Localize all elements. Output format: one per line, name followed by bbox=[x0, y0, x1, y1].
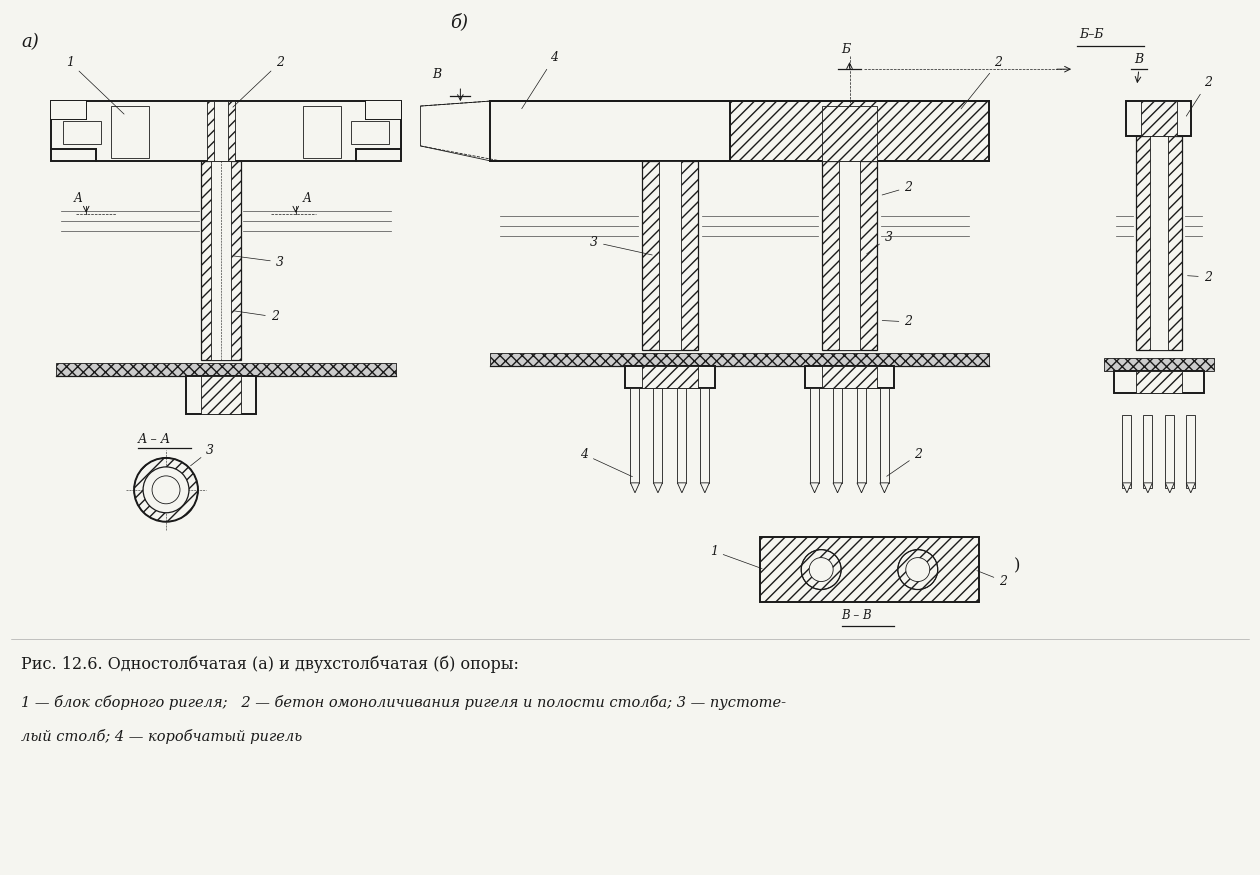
Bar bbox=[625, 367, 714, 388]
Bar bbox=[350, 121, 388, 144]
Bar bbox=[1104, 358, 1213, 371]
Bar bbox=[833, 388, 842, 483]
Bar bbox=[730, 102, 989, 161]
Bar bbox=[365, 102, 401, 119]
Text: 2: 2 bbox=[882, 315, 912, 328]
Polygon shape bbox=[678, 483, 687, 493]
Text: 2: 2 bbox=[961, 56, 1002, 108]
Circle shape bbox=[134, 458, 198, 522]
Text: 2: 2 bbox=[233, 311, 278, 324]
Text: лый столб; 4 — коробчатый ригель: лый столб; 4 — коробчатый ригель bbox=[21, 729, 302, 744]
Polygon shape bbox=[1186, 483, 1196, 493]
Polygon shape bbox=[1166, 483, 1174, 493]
Bar bbox=[57, 363, 396, 376]
Polygon shape bbox=[1143, 483, 1153, 493]
Bar bbox=[701, 388, 709, 483]
Bar bbox=[879, 388, 888, 483]
Polygon shape bbox=[630, 483, 640, 493]
Bar bbox=[1114, 371, 1203, 393]
Bar bbox=[1186, 415, 1196, 488]
Circle shape bbox=[152, 476, 180, 504]
Text: 2: 2 bbox=[887, 448, 922, 476]
Bar bbox=[810, 388, 819, 483]
Bar bbox=[1123, 415, 1131, 488]
Text: б): б) bbox=[450, 13, 469, 31]
Text: В: В bbox=[432, 68, 441, 81]
Bar bbox=[1135, 371, 1182, 393]
Bar bbox=[111, 106, 149, 158]
Text: А: А bbox=[73, 192, 82, 205]
Bar bbox=[659, 161, 680, 350]
Polygon shape bbox=[810, 483, 819, 493]
Bar bbox=[857, 388, 866, 483]
Circle shape bbox=[809, 557, 833, 582]
Bar bbox=[805, 367, 895, 388]
Bar bbox=[302, 106, 340, 158]
Bar bbox=[822, 106, 877, 161]
Polygon shape bbox=[654, 483, 663, 493]
Bar bbox=[200, 376, 241, 414]
Text: 2: 2 bbox=[976, 570, 1007, 587]
Polygon shape bbox=[1123, 483, 1131, 493]
Text: Б: Б bbox=[842, 43, 851, 56]
Bar bbox=[654, 388, 663, 483]
Bar bbox=[63, 121, 101, 144]
Text: В – В: В – В bbox=[842, 609, 872, 622]
Bar bbox=[643, 161, 698, 350]
Text: А: А bbox=[302, 192, 311, 205]
Text: 1: 1 bbox=[67, 56, 123, 114]
Text: А – А: А – А bbox=[139, 433, 171, 446]
Bar bbox=[210, 161, 231, 360]
Bar bbox=[200, 161, 241, 360]
Bar bbox=[1140, 102, 1177, 136]
Text: 3: 3 bbox=[867, 231, 892, 254]
Bar bbox=[1150, 136, 1168, 350]
Bar bbox=[678, 388, 687, 483]
Text: 2: 2 bbox=[1186, 76, 1212, 116]
Bar bbox=[52, 102, 86, 119]
Bar bbox=[207, 102, 234, 161]
Circle shape bbox=[144, 467, 189, 513]
Text: В: В bbox=[1134, 53, 1143, 66]
Text: Рис. 12.6. Одностолбчатая (а) и двухстолбчатая (б) опоры:: Рис. 12.6. Одностолбчатая (а) и двухстол… bbox=[21, 655, 519, 673]
Bar bbox=[186, 376, 256, 414]
Text: 1 — блок сборного ригеля;   2 — бетон омоноличивания ригеля и полости столба; 3 : 1 — блок сборного ригеля; 2 — бетон омон… bbox=[21, 695, 786, 710]
Text: Б–Б: Б–Б bbox=[1079, 28, 1104, 41]
Polygon shape bbox=[833, 483, 842, 493]
Text: 4: 4 bbox=[580, 448, 633, 477]
Bar bbox=[822, 161, 877, 350]
Text: 3: 3 bbox=[590, 235, 653, 255]
Bar bbox=[52, 102, 121, 149]
Text: ): ) bbox=[1014, 557, 1021, 575]
Text: 2: 2 bbox=[1187, 270, 1212, 284]
Text: 4: 4 bbox=[522, 52, 558, 108]
Bar bbox=[760, 537, 979, 602]
Bar bbox=[839, 161, 861, 350]
Bar bbox=[1126, 102, 1191, 136]
Polygon shape bbox=[421, 102, 490, 161]
Text: 2: 2 bbox=[233, 56, 284, 107]
Polygon shape bbox=[857, 483, 866, 493]
Polygon shape bbox=[701, 483, 709, 493]
Bar bbox=[643, 367, 698, 388]
Bar bbox=[330, 102, 401, 149]
Bar bbox=[1166, 415, 1174, 488]
Text: 3: 3 bbox=[233, 255, 284, 269]
Circle shape bbox=[898, 550, 937, 590]
Text: 2: 2 bbox=[882, 181, 912, 195]
Text: 3: 3 bbox=[190, 444, 214, 466]
Bar bbox=[1135, 136, 1182, 350]
Bar bbox=[52, 102, 401, 161]
Bar bbox=[214, 102, 228, 161]
Bar bbox=[1143, 415, 1153, 488]
Polygon shape bbox=[879, 483, 888, 493]
Bar bbox=[630, 388, 640, 483]
Bar bbox=[822, 367, 877, 388]
Bar bbox=[490, 102, 730, 161]
Text: 1: 1 bbox=[709, 544, 762, 569]
Text: а): а) bbox=[21, 33, 39, 52]
Bar bbox=[490, 354, 989, 367]
Circle shape bbox=[801, 550, 842, 590]
Circle shape bbox=[906, 557, 930, 582]
